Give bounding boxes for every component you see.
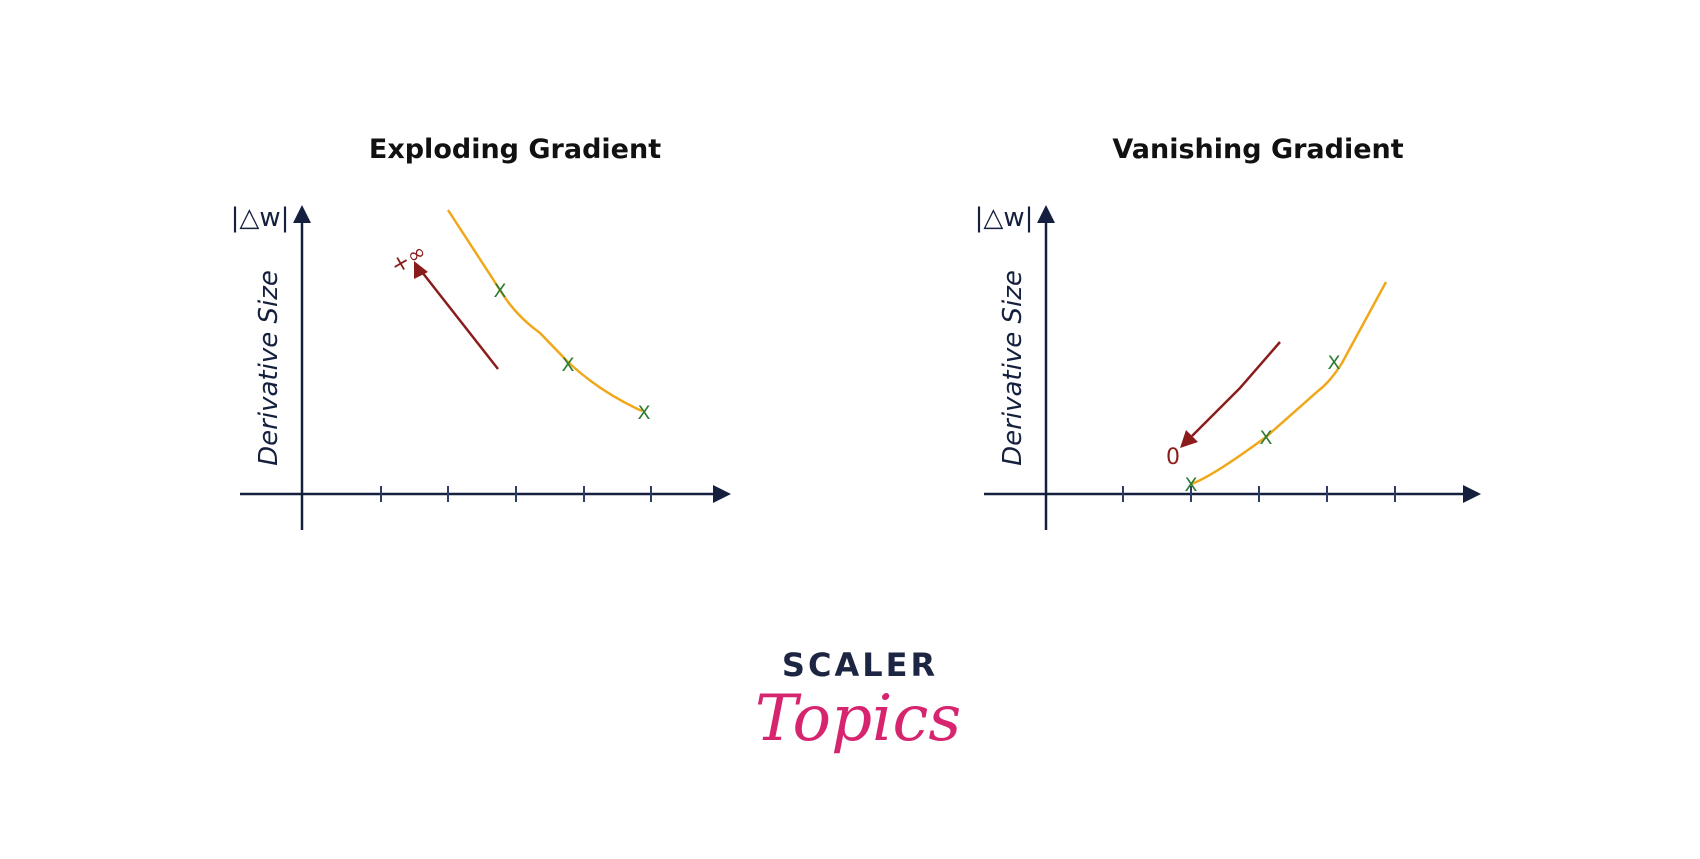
magnitude-label: |△w| bbox=[231, 203, 290, 233]
point-marker: X bbox=[1259, 427, 1272, 449]
trend-arrow bbox=[1191, 341, 1281, 437]
trend-arrowhead bbox=[1180, 430, 1198, 448]
y-axis-arrowhead bbox=[1037, 205, 1055, 223]
x-axis-arrowhead bbox=[1463, 485, 1481, 503]
panel-title: Vanishing Gradient bbox=[1112, 134, 1403, 165]
y-axis-arrowhead bbox=[293, 205, 311, 223]
limit-label: 0 bbox=[1166, 445, 1180, 470]
point-marker: X bbox=[561, 354, 574, 376]
gradient-curve bbox=[446, 209, 643, 413]
point-marker: X bbox=[637, 402, 650, 424]
logo-wordmark-top: SCALER bbox=[782, 646, 938, 684]
x-axis-arrowhead bbox=[713, 485, 731, 503]
exploding-panel: Exploding Gradient |△w| Derivative Size … bbox=[231, 134, 731, 530]
gradient-curve bbox=[1190, 281, 1388, 486]
panel-title: Exploding Gradient bbox=[369, 134, 661, 165]
scaler-topics-logo: SCALER Topics bbox=[755, 646, 961, 756]
point-marker: X bbox=[1327, 352, 1340, 374]
y-axis-label: Derivative Size bbox=[254, 270, 284, 466]
trend-arrow bbox=[421, 271, 499, 370]
y-axis-label: Derivative Size bbox=[998, 270, 1028, 466]
vanishing-panel: Vanishing Gradient |△w| Derivative Size … bbox=[975, 134, 1481, 530]
trend-arrowhead bbox=[414, 261, 428, 279]
point-marker: X bbox=[493, 280, 506, 302]
logo-wordmark-bottom: Topics bbox=[755, 682, 961, 756]
magnitude-label: |△w| bbox=[975, 203, 1034, 233]
point-marker: X bbox=[1184, 474, 1197, 496]
